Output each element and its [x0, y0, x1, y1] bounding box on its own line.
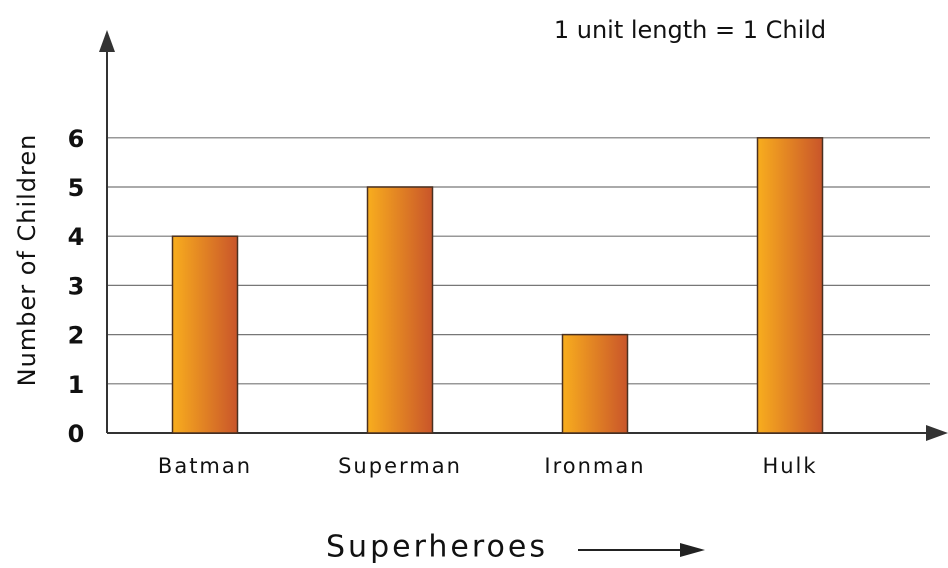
y-tick-label: 2: [68, 322, 85, 350]
bar: [561, 333, 629, 434]
y-tick-label: 4: [68, 223, 85, 251]
x-tick-label: Superman: [338, 454, 462, 478]
x-axis-label: Superheroes: [326, 530, 548, 565]
y-tick-label: 6: [68, 125, 85, 153]
y-axis-arrow: [99, 30, 115, 52]
grid: [107, 137, 930, 434]
x-label-arrowhead: [680, 543, 705, 557]
x-tick-label: Ironman: [544, 454, 645, 478]
bar: [366, 186, 434, 434]
x-axis-arrow: [926, 425, 948, 441]
y-tick-label: 1: [68, 371, 85, 399]
y-tick-label: 3: [68, 272, 85, 300]
annotation: 1 unit length = 1 Child: [554, 16, 826, 44]
y-axis-label: Number of Children: [13, 134, 41, 387]
y-tick-label: 5: [68, 174, 85, 202]
y-tick-label: 0: [68, 420, 85, 448]
bar: [756, 137, 824, 434]
bar: [171, 235, 239, 434]
x-tick-label: Batman: [158, 454, 252, 478]
x-tick-label: Hulk: [762, 454, 817, 478]
